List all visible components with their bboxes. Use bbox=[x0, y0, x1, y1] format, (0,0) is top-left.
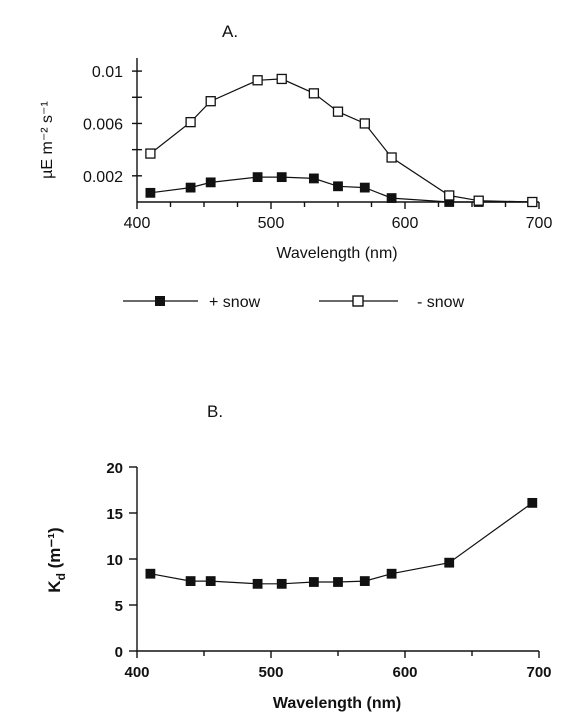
legend-item-minus-snow: - snow bbox=[319, 294, 465, 311]
panel-b-axes bbox=[129, 466, 540, 658]
panel-b-y-axis-label: Kd (m⁻¹) bbox=[45, 527, 68, 592]
data-point-open-square bbox=[473, 195, 484, 206]
data-point-filled-square bbox=[205, 576, 216, 586]
x-tick-label: 600 bbox=[392, 215, 419, 232]
data-point-open-square bbox=[308, 88, 320, 99]
legend-label-plus-snow: + snow bbox=[209, 294, 261, 311]
panel-a-series bbox=[145, 73, 538, 208]
data-point-open-square bbox=[386, 152, 397, 163]
data-point-filled-square bbox=[308, 173, 319, 184]
y-tick-label: 10 bbox=[106, 552, 123, 569]
y-tick-label: 0.006 bbox=[83, 116, 123, 133]
x-tick-label: 700 bbox=[526, 664, 551, 681]
panel-a-y-axis-label: µE m⁻² s⁻¹ bbox=[39, 101, 56, 179]
data-point-filled-square bbox=[386, 568, 397, 579]
x-tick-label: 600 bbox=[392, 664, 417, 681]
data-point-open-square bbox=[332, 106, 344, 117]
chart-panel-a: A. 400 500 600 700 0.002 0.006 0.01 µE m⁻² s⁻¹… bbox=[39, 22, 552, 262]
x-tick-label: 400 bbox=[124, 664, 149, 681]
data-point-filled-square bbox=[308, 577, 319, 587]
data-point-open-square bbox=[252, 75, 263, 86]
data-point-filled-square bbox=[276, 578, 287, 589]
legend: + snow - snow bbox=[123, 294, 465, 311]
data-point-filled-square bbox=[333, 577, 343, 587]
data-point-open-square bbox=[185, 116, 196, 128]
legend-marker-open-square bbox=[352, 295, 364, 307]
legend-marker-filled-square bbox=[155, 296, 165, 306]
x-tick-label: 400 bbox=[124, 215, 151, 232]
data-point-filled-square bbox=[252, 578, 263, 589]
series-line-s0 bbox=[150, 502, 533, 585]
y-tick-label: 20 bbox=[106, 460, 123, 477]
data-point-filled-square bbox=[205, 177, 216, 188]
data-point-filled-square bbox=[252, 172, 263, 183]
data-point-open-square bbox=[145, 148, 156, 159]
data-point-filled-square bbox=[185, 182, 196, 193]
y-tick-label: 15 bbox=[106, 506, 123, 523]
panel-a-x-axis-label: Wavelength (nm) bbox=[276, 245, 397, 262]
data-point-filled-square bbox=[145, 568, 156, 579]
panel-b-x-axis-label: Wavelength (nm) bbox=[273, 695, 401, 712]
data-point-open-square bbox=[276, 73, 287, 85]
data-point-open-square bbox=[444, 190, 455, 201]
panel-a-label: A. bbox=[222, 22, 238, 41]
data-point-filled-square bbox=[185, 576, 196, 586]
x-tick-label: 500 bbox=[258, 215, 285, 232]
y-tick-label: 5 bbox=[115, 598, 123, 615]
legend-item-plus-snow: + snow bbox=[123, 294, 261, 311]
data-point-filled-square bbox=[276, 172, 287, 183]
data-point-open-square bbox=[359, 118, 370, 129]
data-point-filled-square bbox=[359, 576, 370, 586]
chart-panel-b: B. 400 500 600 700 0 5 10 15 20 Kd (m⁻¹) Wavelen… bbox=[45, 402, 552, 712]
data-point-open-square bbox=[527, 196, 538, 208]
legend-label-minus-snow: - snow bbox=[417, 294, 465, 311]
data-point-filled-square bbox=[386, 193, 397, 203]
x-tick-label: 500 bbox=[258, 664, 283, 681]
data-point-filled-square bbox=[145, 187, 156, 198]
data-point-filled-square bbox=[444, 557, 455, 568]
data-point-filled-square bbox=[527, 497, 538, 508]
data-point-open-square bbox=[205, 96, 216, 107]
data-point-filled-square bbox=[359, 182, 370, 193]
y-tick-label: 0.01 bbox=[92, 64, 123, 81]
y-tick-label: 0.002 bbox=[83, 169, 123, 186]
panel-b-label: B. bbox=[207, 402, 223, 421]
panel-b-tick-labels: 400 500 600 700 0 5 10 15 20 bbox=[106, 460, 551, 681]
y-tick-label: 0 bbox=[115, 644, 123, 661]
panel-a-tick-labels: 400 500 600 700 0.002 0.006 0.01 bbox=[83, 64, 552, 232]
panel-b-series bbox=[145, 497, 538, 589]
data-point-filled-square bbox=[333, 181, 343, 192]
x-tick-label: 700 bbox=[526, 215, 553, 232]
